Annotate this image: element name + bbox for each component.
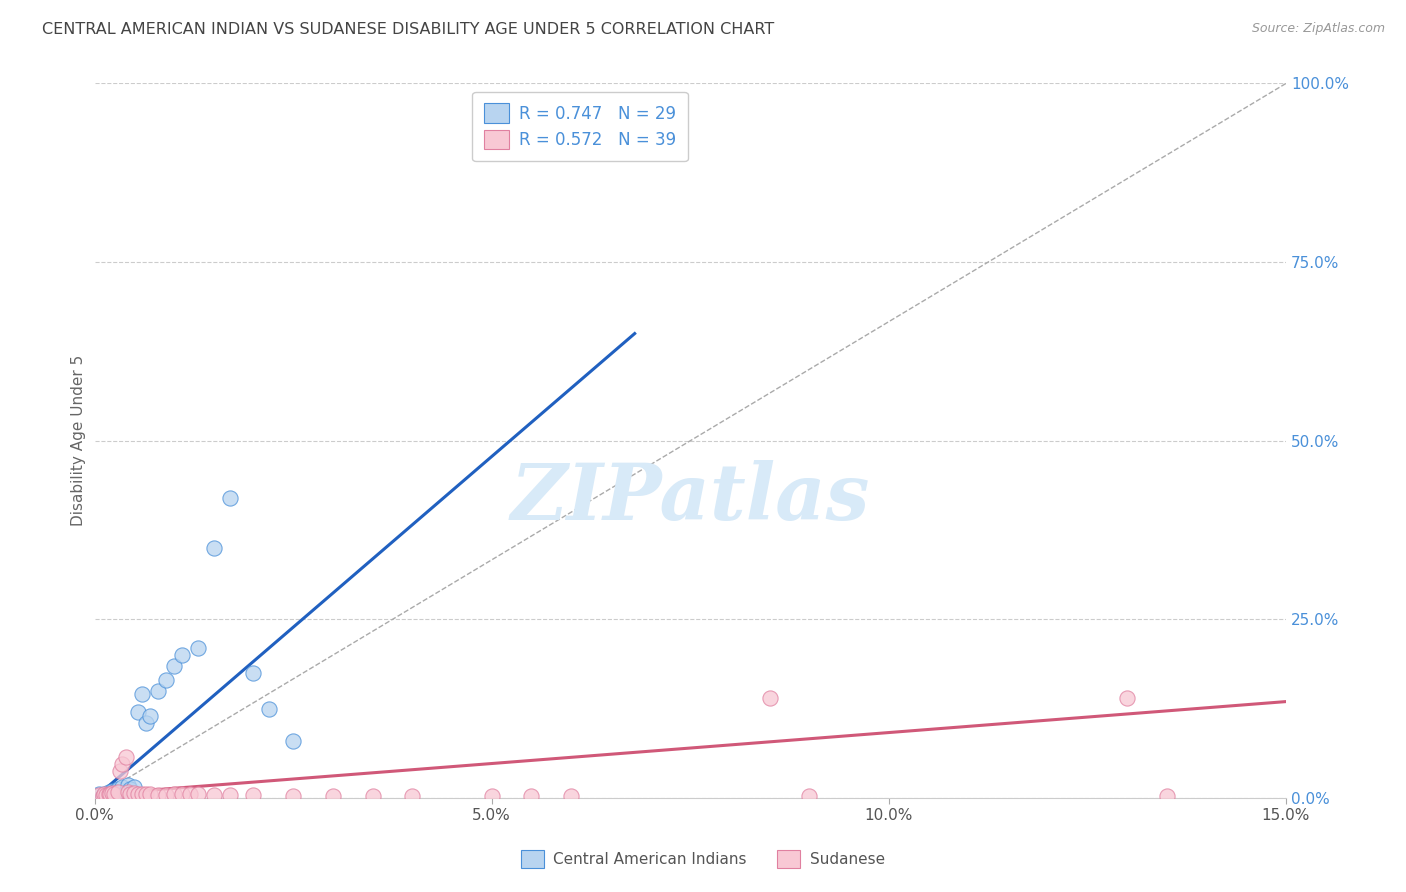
Point <box>93 788 115 802</box>
Point <box>218 788 240 802</box>
Point <box>135 716 157 731</box>
Point <box>799 789 821 803</box>
Point <box>120 787 142 801</box>
Point <box>481 789 503 803</box>
Point <box>179 788 201 802</box>
Point <box>91 789 114 803</box>
Point <box>131 788 153 802</box>
Point <box>93 787 115 801</box>
Point <box>401 789 423 803</box>
Point <box>1116 691 1139 706</box>
Point <box>281 789 304 803</box>
Point <box>163 788 186 802</box>
Point <box>96 788 118 802</box>
Point <box>1156 789 1178 803</box>
Point <box>96 788 118 802</box>
Point <box>758 691 780 706</box>
Point <box>155 673 177 688</box>
Text: Source: ZipAtlas.com: Source: ZipAtlas.com <box>1251 22 1385 36</box>
Point <box>97 787 120 801</box>
Point <box>115 749 138 764</box>
Y-axis label: Disability Age Under 5: Disability Age Under 5 <box>72 355 86 526</box>
Point <box>218 491 240 505</box>
Point <box>170 648 193 662</box>
Point <box>361 789 384 803</box>
Point <box>100 788 122 802</box>
Point <box>170 788 193 802</box>
Point <box>120 782 142 797</box>
Point <box>103 788 125 802</box>
Point <box>124 786 146 800</box>
Point <box>108 764 131 778</box>
Legend: Central American Indians, Sudanese: Central American Indians, Sudanese <box>513 843 893 875</box>
Text: CENTRAL AMERICAN INDIAN VS SUDANESE DISABILITY AGE UNDER 5 CORRELATION CHART: CENTRAL AMERICAN INDIAN VS SUDANESE DISA… <box>42 22 775 37</box>
Point <box>124 780 146 795</box>
Point <box>108 786 131 800</box>
Point <box>107 785 129 799</box>
Point <box>155 788 177 802</box>
Point <box>111 780 134 795</box>
Point <box>146 684 169 698</box>
Point <box>91 789 114 803</box>
Point <box>520 789 543 803</box>
Point <box>202 788 225 802</box>
Point <box>115 785 138 799</box>
Point <box>139 788 162 802</box>
Point <box>101 786 124 800</box>
Point <box>322 789 344 803</box>
Point <box>127 787 149 801</box>
Point <box>117 778 139 792</box>
Point <box>242 788 264 802</box>
Point <box>202 541 225 555</box>
Point <box>259 702 281 716</box>
Point <box>87 788 110 802</box>
Point <box>127 706 149 720</box>
Point <box>281 734 304 748</box>
Point <box>111 756 134 771</box>
Point <box>560 789 582 803</box>
Point <box>97 785 120 799</box>
Point <box>242 665 264 680</box>
Point <box>146 788 169 802</box>
Legend: R = 0.747   N = 29, R = 0.572   N = 39: R = 0.747 N = 29, R = 0.572 N = 39 <box>472 92 688 161</box>
Point <box>187 788 209 802</box>
Point <box>139 709 162 723</box>
Point <box>135 788 157 802</box>
Point <box>103 785 125 799</box>
Point <box>100 788 122 802</box>
Point <box>107 782 129 797</box>
Point <box>87 788 110 802</box>
Point <box>117 785 139 799</box>
Text: ZIPatlas: ZIPatlas <box>510 459 870 536</box>
Point <box>101 784 124 798</box>
Point <box>187 640 209 655</box>
Point <box>131 688 153 702</box>
Point <box>163 658 186 673</box>
